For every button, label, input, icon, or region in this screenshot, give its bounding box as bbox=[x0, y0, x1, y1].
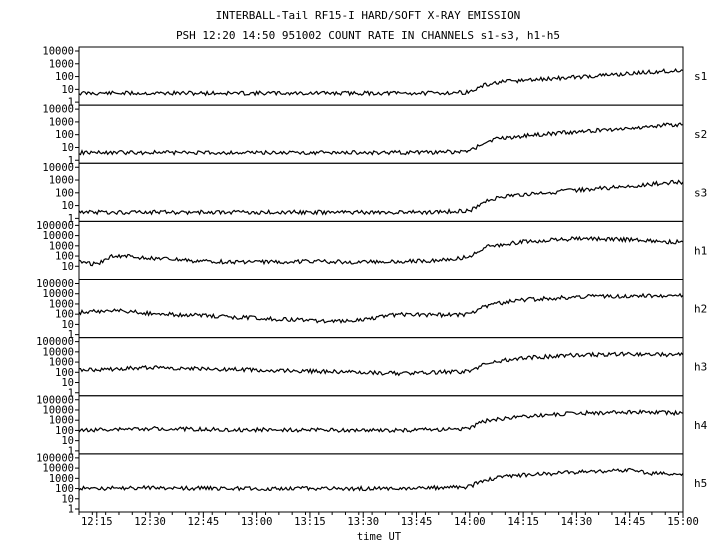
y-tick-label-h4: 1000 bbox=[49, 415, 74, 427]
series-line-h1 bbox=[78, 235, 684, 267]
y-tick-label-h5: 10000 bbox=[42, 463, 74, 475]
x-tick-label: 15:00 bbox=[667, 516, 699, 528]
y-tick-label-s1: 1000 bbox=[49, 58, 74, 70]
y-tick-label-h2: 100 bbox=[55, 309, 74, 321]
panel-label-h2: h2 bbox=[694, 303, 707, 316]
y-tick-label-s2: 100 bbox=[55, 129, 74, 141]
y-tick-label-h5: 100 bbox=[55, 483, 74, 495]
y-tick-label-h1: 10 bbox=[61, 261, 74, 273]
y-tick-label-s2: 1 bbox=[68, 155, 74, 167]
panel-label-h4: h4 bbox=[694, 419, 708, 432]
panel-frame-s1 bbox=[78, 46, 684, 106]
panel-label-s1: s1 bbox=[694, 70, 707, 83]
y-tick-label-h1: 10000 bbox=[42, 230, 74, 242]
series-line-s3 bbox=[78, 179, 684, 216]
y-tick-label-s1: 10000 bbox=[42, 46, 74, 58]
x-tick-label: 13:45 bbox=[401, 516, 433, 528]
y-tick-label-h4: 10 bbox=[61, 435, 74, 447]
chart-subtitle: PSH 12:20 14:50 951002 COUNT RATE IN CHA… bbox=[176, 29, 560, 42]
y-tick-label-s1: 100 bbox=[55, 71, 74, 83]
series-line-h2 bbox=[78, 292, 684, 324]
y-tick-label-h5: 1 bbox=[68, 504, 74, 516]
x-tick-label: 14:00 bbox=[454, 516, 486, 528]
y-tick-label-h3: 1000 bbox=[49, 357, 74, 369]
y-tick-label-h5: 100000 bbox=[36, 452, 74, 464]
panel-stack: 100001000100101s1100001000100101s2100001… bbox=[36, 46, 708, 516]
panel-frame-s2 bbox=[78, 104, 684, 164]
y-tick-label-h2: 10000 bbox=[42, 288, 74, 300]
series-line-h5 bbox=[78, 467, 684, 492]
y-tick-label-h1: 100000 bbox=[36, 220, 74, 232]
y-tick-label-s3: 10000 bbox=[42, 162, 74, 174]
x-tick-label: 13:15 bbox=[294, 516, 326, 528]
x-tick-label: 14:45 bbox=[614, 516, 646, 528]
panel-label-h5: h5 bbox=[694, 477, 707, 490]
x-tick-label: 14:15 bbox=[507, 516, 539, 528]
panel-frame-h2 bbox=[78, 279, 684, 339]
chart-title: INTERBALL-Tail RF15-I HARD/SOFT X-RAY EM… bbox=[216, 9, 521, 22]
x-tick-label: 13:30 bbox=[347, 516, 379, 528]
y-tick-label-h4: 1 bbox=[68, 445, 74, 457]
y-tick-label-s1: 1 bbox=[68, 97, 74, 109]
y-tick-label-s2: 10000 bbox=[42, 104, 74, 116]
y-tick-label-s2: 1000 bbox=[49, 116, 74, 128]
series-line-s1 bbox=[78, 67, 684, 97]
panel-frame-h3 bbox=[78, 337, 684, 397]
y-tick-label-s1: 10 bbox=[61, 84, 74, 96]
y-tick-label-h1: 100 bbox=[55, 251, 74, 263]
x-tick-label: 12:30 bbox=[134, 516, 166, 528]
panel-frame-h1 bbox=[78, 220, 684, 280]
panel-frame-h5 bbox=[78, 453, 684, 513]
x-tick-label: 14:30 bbox=[561, 516, 593, 528]
y-tick-label-h2: 10 bbox=[61, 319, 74, 331]
series-line-s2 bbox=[78, 122, 684, 156]
x-tick-label: 12:45 bbox=[188, 516, 220, 528]
y-tick-label-h3: 10000 bbox=[42, 346, 74, 358]
x-axis-label: time UT bbox=[357, 531, 402, 543]
y-tick-label-h2: 1 bbox=[68, 329, 74, 341]
y-tick-label-h2: 100000 bbox=[36, 278, 74, 290]
y-tick-label-h4: 100 bbox=[55, 425, 74, 437]
panel-frame-h4 bbox=[78, 395, 684, 455]
panel-label-s3: s3 bbox=[694, 186, 707, 199]
y-tick-label-h3: 100 bbox=[55, 367, 74, 379]
y-tick-label-s2: 10 bbox=[61, 142, 74, 154]
y-tick-label-s3: 100 bbox=[55, 187, 74, 199]
y-tick-label-h3: 1 bbox=[68, 387, 74, 399]
panel-label-s2: s2 bbox=[694, 128, 707, 141]
y-tick-label-h1: 1000 bbox=[49, 240, 74, 252]
series-line-h3 bbox=[79, 351, 684, 377]
y-tick-label-h2: 1000 bbox=[49, 298, 74, 310]
y-tick-label-h5: 1000 bbox=[49, 473, 74, 485]
y-tick-label-s3: 10 bbox=[61, 200, 74, 212]
y-tick-label-h4: 100000 bbox=[36, 394, 74, 406]
y-tick-label-h3: 10 bbox=[61, 377, 74, 389]
x-tick-label: 13:00 bbox=[241, 516, 273, 528]
panel-label-h1: h1 bbox=[694, 244, 707, 257]
y-tick-label-h5: 10 bbox=[61, 493, 74, 505]
x-axis: 12:15 12:30 12:45 13:00 13:15 13:30 13:45 14:00… bbox=[78, 512, 699, 528]
y-tick-label-h4: 10000 bbox=[42, 404, 74, 416]
panel-label-h3: h3 bbox=[694, 361, 707, 374]
y-tick-label-s3: 1000 bbox=[49, 175, 74, 187]
y-tick-label-h3: 100000 bbox=[36, 336, 74, 348]
x-tick-label: 12:15 bbox=[81, 516, 113, 528]
series-line-h4 bbox=[78, 409, 684, 434]
y-tick-label-s3: 1 bbox=[68, 213, 74, 225]
